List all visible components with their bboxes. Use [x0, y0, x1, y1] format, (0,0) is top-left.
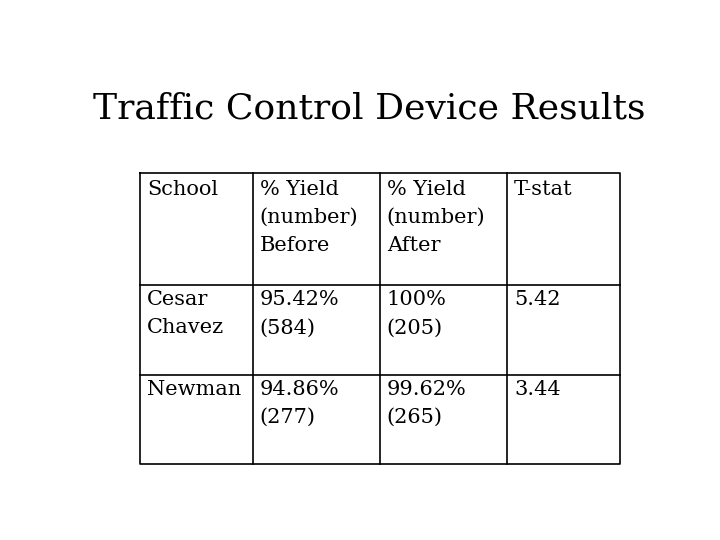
Text: Cesar
Chavez: Cesar Chavez [147, 291, 224, 338]
Text: 95.42%
(584): 95.42% (584) [260, 291, 339, 338]
Text: 3.44: 3.44 [514, 380, 561, 399]
Text: 94.86%
(277): 94.86% (277) [260, 380, 339, 427]
Text: Traffic Control Device Results: Traffic Control Device Results [93, 91, 645, 125]
Text: T-stat: T-stat [514, 180, 572, 199]
Text: School: School [147, 180, 218, 199]
Text: 5.42: 5.42 [514, 291, 561, 309]
Text: % Yield
(number)
After: % Yield (number) After [387, 180, 485, 255]
Text: Newman: Newman [147, 380, 241, 399]
Text: 99.62%
(265): 99.62% (265) [387, 380, 467, 427]
Text: 100%
(205): 100% (205) [387, 291, 446, 338]
Text: % Yield
(number)
Before: % Yield (number) Before [260, 180, 359, 255]
